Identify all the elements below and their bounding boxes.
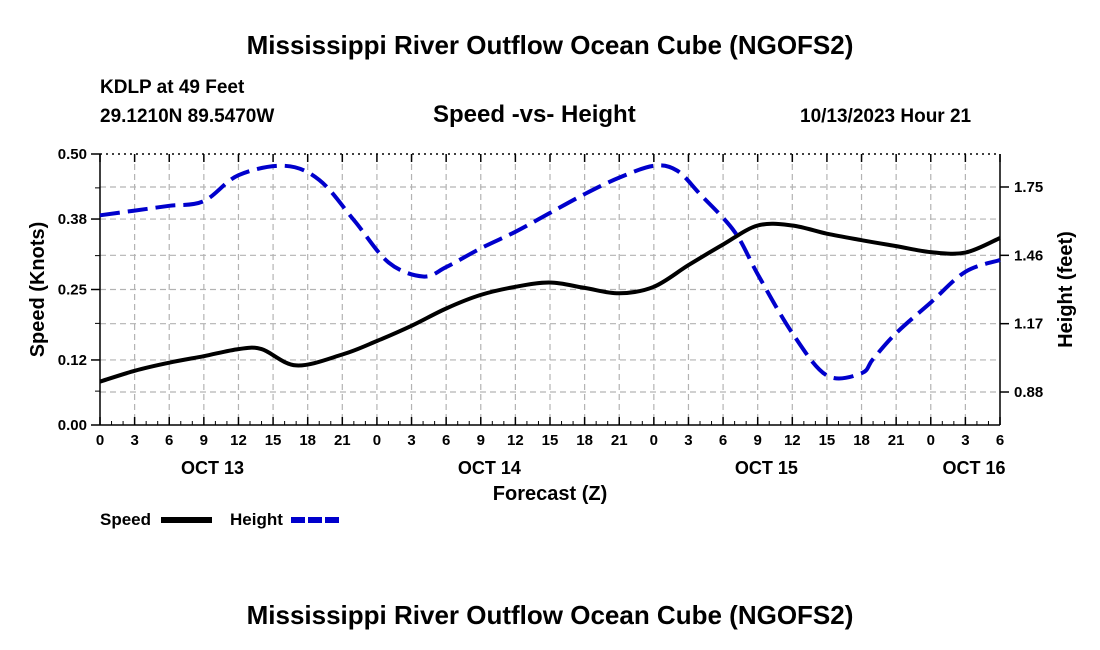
series-line-height <box>99 163 1001 381</box>
station-coordinates: 29.1210N 89.5470W <box>100 106 275 127</box>
y-tick-label: 0.38 <box>58 211 87 228</box>
y2-tick-label: 0.88 <box>1014 384 1043 401</box>
y-tick-label: 0.50 <box>58 146 87 163</box>
chart-subtitle: Speed -vs- Height <box>433 101 636 128</box>
date-label: OCT 13 <box>181 458 244 478</box>
x-tick-label: 3 <box>961 432 969 449</box>
chart-title-bottom: Mississippi River Outflow Ocean Cube (NG… <box>246 600 854 630</box>
y2-tick-label: 1.46 <box>1014 247 1043 264</box>
y2-tick-label: 1.75 <box>1014 179 1043 196</box>
x-tick-label: 6 <box>719 432 727 449</box>
x-tick-label: 0 <box>373 432 381 449</box>
x-tick-label: 0 <box>927 432 935 449</box>
x-tick-label: 3 <box>407 432 415 449</box>
x-tick-label: 3 <box>130 432 138 449</box>
x-tick-label: 21 <box>334 432 351 449</box>
x-tick-label: 6 <box>996 432 1004 449</box>
x-tick-label: 21 <box>611 432 628 449</box>
x-tick-label: 6 <box>442 432 450 449</box>
x-tick-label: 15 <box>819 432 836 449</box>
date-label: OCT 14 <box>458 458 521 478</box>
x-tick-label: 15 <box>542 432 559 449</box>
legend-height-label: Height <box>230 510 283 529</box>
y2-axis-title: Height (feet) <box>1055 231 1077 348</box>
x-tick-label: 18 <box>576 432 593 449</box>
y-tick-label: 0.12 <box>58 352 87 369</box>
x-tick-label: 0 <box>96 432 104 449</box>
x-tick-label: 18 <box>299 432 316 449</box>
x-tick-label: 18 <box>853 432 870 449</box>
y2-tick-label: 1.17 <box>1014 316 1043 333</box>
x-axis-title: Forecast (Z) <box>493 483 607 505</box>
date-label: OCT 16 <box>943 458 1006 478</box>
legend-speed-line <box>161 517 212 523</box>
x-tick-label: 12 <box>507 432 524 449</box>
forecast-timestamp: 10/13/2023 Hour 21 <box>800 106 972 127</box>
series-line-speed <box>99 221 1001 384</box>
y-axis-title: Speed (Knots) <box>27 222 49 358</box>
x-tick-label: 9 <box>200 432 208 449</box>
x-tick-label: 12 <box>784 432 801 449</box>
x-tick-label: 15 <box>265 432 282 449</box>
x-tick-label: 0 <box>650 432 658 449</box>
x-tick-label: 9 <box>754 432 762 449</box>
x-tick-label: 3 <box>684 432 692 449</box>
legend-speed-label: Speed <box>100 510 152 529</box>
x-tick-label: 9 <box>477 432 485 449</box>
x-tick-label: 21 <box>888 432 905 449</box>
legend-height-line <box>291 517 342 523</box>
x-tick-label: 12 <box>230 432 247 449</box>
station-name: KDLP at 49 Feet <box>100 77 245 98</box>
date-label: OCT 15 <box>735 458 798 478</box>
y-tick-label: 0.00 <box>58 417 87 434</box>
chart-title-top: Mississippi River Outflow Ocean Cube (NG… <box>246 30 854 60</box>
y-tick-label: 0.25 <box>58 282 87 299</box>
x-tick-label: 6 <box>165 432 173 449</box>
